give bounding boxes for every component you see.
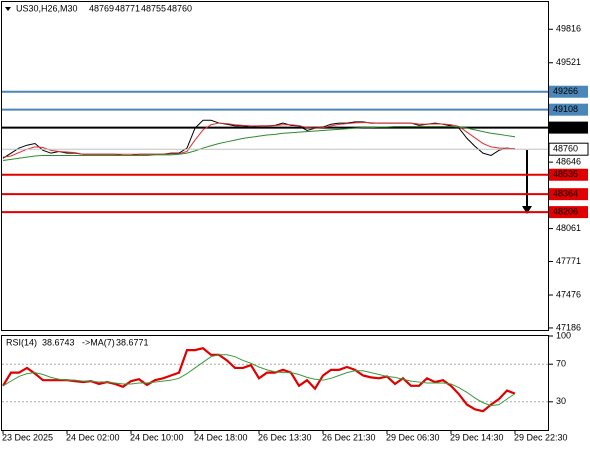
- y-tick-label: 100: [556, 330, 571, 340]
- current-price-box: [548, 142, 589, 156]
- x-tick-label: 23 Dec 2025: [2, 432, 53, 442]
- level-label-box: [549, 168, 588, 181]
- panel-icon: [5, 7, 11, 11]
- y-tick-label: 48061: [556, 223, 581, 233]
- rsi-ma-value: 38.6771: [116, 337, 149, 347]
- x-tick-label: 29 Dec 22:30: [514, 432, 568, 442]
- x-tick-label: 24 Dec 10:00: [130, 432, 184, 442]
- level-label-box: [549, 188, 588, 201]
- ohlc-open: 48769: [89, 3, 114, 13]
- level-label: 48206: [553, 206, 578, 216]
- y-tick-label: 48646: [556, 157, 581, 167]
- price-panel: [1, 1, 549, 331]
- ohlc-close: 48760: [167, 3, 192, 13]
- y-tick-label: 47771: [556, 256, 581, 266]
- y-tick-label: 70: [556, 359, 566, 369]
- level-label: 49266: [553, 86, 578, 96]
- series-line: [2, 354, 516, 407]
- x-tick-label: 24 Dec 18:00: [194, 432, 248, 442]
- x-tick-label: 24 Dec 02:00: [66, 432, 120, 442]
- series-line: [2, 125, 516, 162]
- level-label-box: [549, 85, 588, 98]
- rsi-value: 38.6743: [42, 337, 75, 347]
- ohlc-high: 48771: [115, 3, 140, 13]
- rsi-panel: [1, 335, 549, 431]
- level-label: 49108: [553, 104, 578, 114]
- level-label: 48950: [553, 122, 578, 132]
- symbol-title: US30,H26,M30: [16, 3, 78, 13]
- ohlc-low: 48755: [141, 3, 166, 13]
- level-label-box: [549, 103, 588, 116]
- x-tick-label: 26 Dec 13:30: [258, 432, 312, 442]
- x-tick-label: 29 Dec 06:30: [386, 432, 440, 442]
- level-label-box: [549, 121, 588, 134]
- y-tick-label: 47476: [556, 289, 581, 299]
- rsi-ma-label: ->MA(7): [82, 337, 115, 347]
- arrow-head: [522, 206, 532, 214]
- level-label: 48364: [553, 189, 578, 199]
- y-tick-label: 49816: [556, 24, 581, 34]
- y-tick-label: 47186: [556, 322, 581, 332]
- level-label-box: [549, 206, 588, 219]
- series-line: [2, 122, 516, 158]
- x-tick-label: 26 Dec 21:30: [322, 432, 376, 442]
- x-tick-label: 29 Dec 14:30: [450, 432, 504, 442]
- rsi-title: RSI(14): [6, 337, 37, 347]
- y-tick-label: 49521: [556, 57, 581, 67]
- y-tick-label: 30: [556, 396, 566, 406]
- current-price-label: 48760: [553, 144, 578, 154]
- level-label: 48535: [553, 169, 578, 179]
